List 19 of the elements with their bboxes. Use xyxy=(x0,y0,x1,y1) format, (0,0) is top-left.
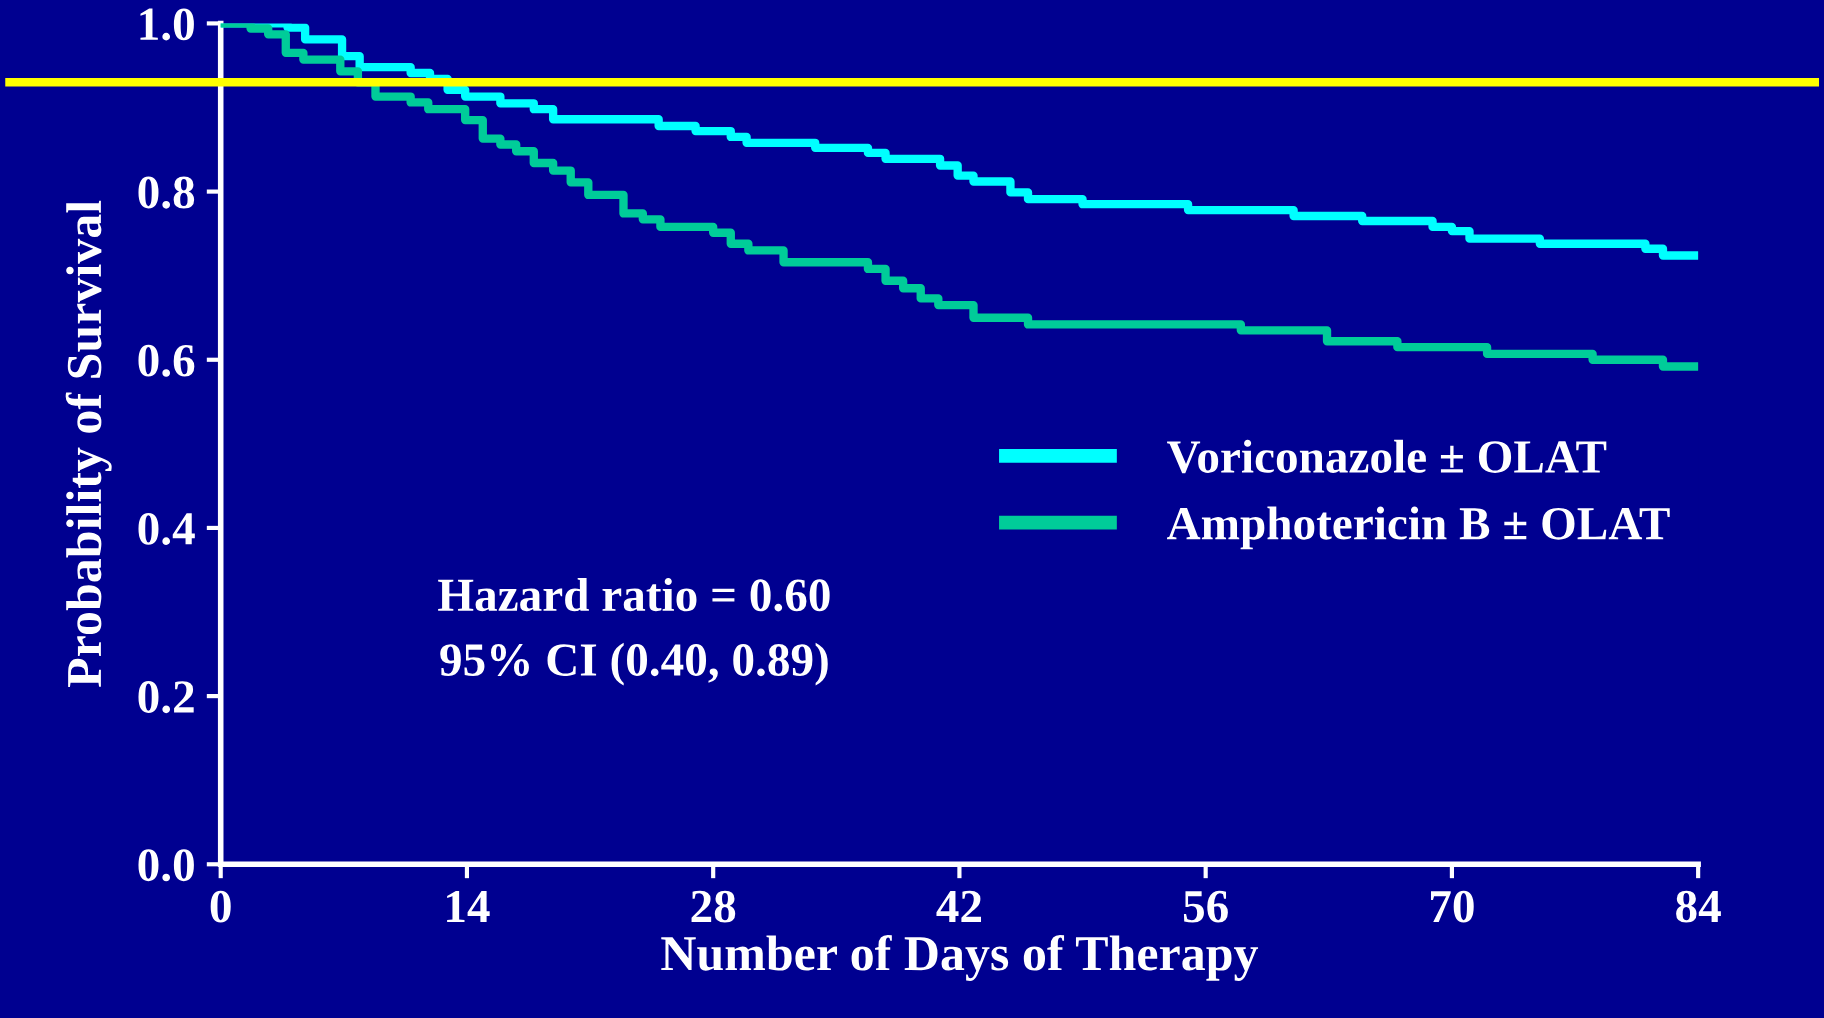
y-tick-label: 1.0 xyxy=(140,8,194,41)
x-tick-label: 42 xyxy=(936,890,982,923)
annotation: 95% CI (0.40, 0.89) xyxy=(440,642,828,686)
y-tick-label: 0.4 xyxy=(138,512,195,545)
x-axis-title: Number of Days of Therapy xyxy=(661,934,1259,981)
annotation: Hazard ratio = 0.60 xyxy=(438,578,830,612)
x-tick-label: 14 xyxy=(447,890,490,923)
x-tick-label: 56 xyxy=(1183,890,1228,923)
y-axis-title: Probability of Survival xyxy=(65,200,112,688)
y-tick-label: 0.2 xyxy=(138,681,194,714)
y-tick-label: 0.6 xyxy=(138,344,195,377)
legend-label: Amphotericin B ± OLAT xyxy=(1167,506,1670,550)
y-tick-label: 0.8 xyxy=(138,176,195,209)
x-tick-label: 0 xyxy=(210,890,231,923)
legend-label: Voriconazole ± OLAT xyxy=(1167,439,1607,474)
x-tick-label: 84 xyxy=(1676,890,1721,923)
x-tick-label: 28 xyxy=(691,890,736,923)
y-tick-label: 0.0 xyxy=(138,849,194,882)
x-tick-label: 70 xyxy=(1430,890,1474,923)
